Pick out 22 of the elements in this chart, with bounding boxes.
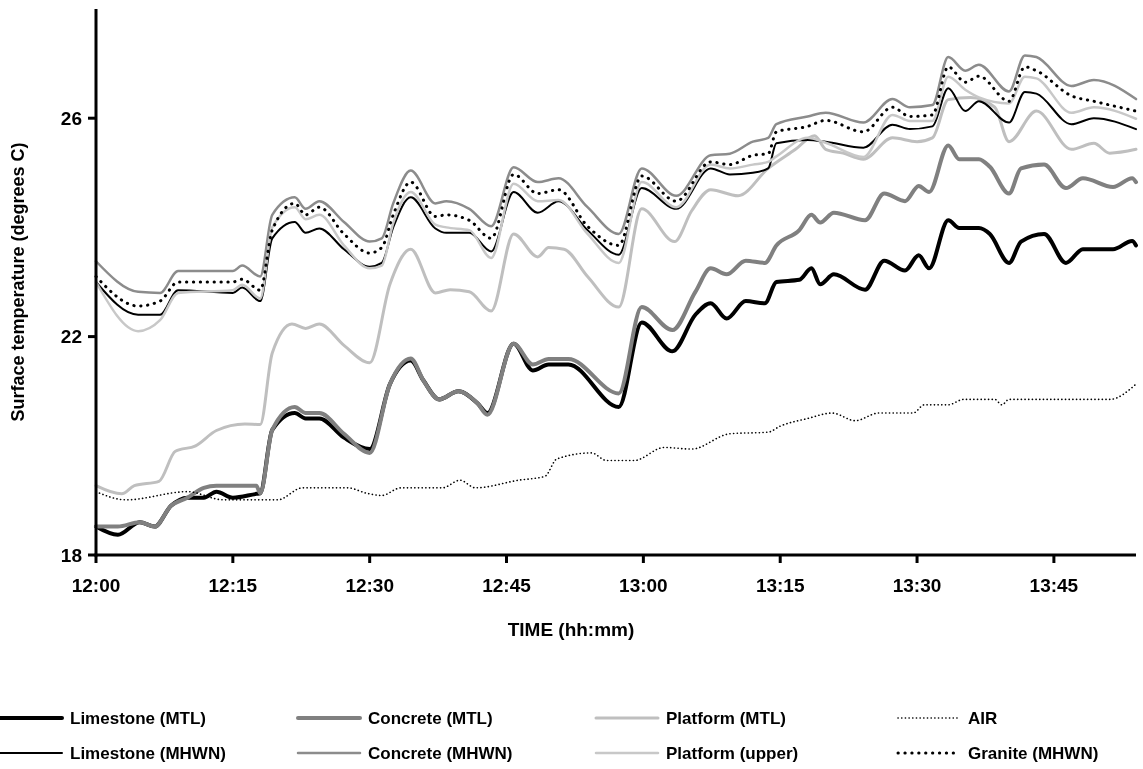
legend-label: Concrete (MHWN) bbox=[368, 743, 513, 763]
x-tick-label: 12:00 bbox=[71, 575, 121, 596]
x-tick-label: 13:15 bbox=[755, 575, 805, 596]
x-tick-label: 13:45 bbox=[1029, 575, 1079, 596]
legend-label: Platform (MTL) bbox=[666, 708, 786, 728]
y-tick-label: 26 bbox=[60, 107, 82, 129]
y-tick-label: 18 bbox=[60, 544, 82, 566]
legend-label: Platform (upper) bbox=[666, 743, 799, 763]
x-tick-label: 12:15 bbox=[208, 575, 258, 596]
legend-label: AIR bbox=[968, 708, 998, 728]
x-tick-label: 12:30 bbox=[345, 575, 394, 596]
legend-label: Granite (MHWN) bbox=[968, 743, 1099, 763]
line-series bbox=[94, 143, 1138, 529]
x-axis-title: TIME (hh:mm) bbox=[507, 619, 635, 640]
legend-label: Concrete (MTL) bbox=[368, 708, 493, 728]
x-tick-label: 13:30 bbox=[892, 575, 942, 596]
y-axis-title: Surface temperature (degrees C) bbox=[8, 142, 28, 422]
y-tick-label: 22 bbox=[60, 326, 82, 348]
legend-label: Limestone (MHWN) bbox=[70, 743, 226, 763]
x-tick-label: 12:45 bbox=[482, 575, 532, 596]
x-tick-label: 13:00 bbox=[619, 575, 668, 596]
legend-label: Limestone (MTL) bbox=[70, 708, 206, 728]
